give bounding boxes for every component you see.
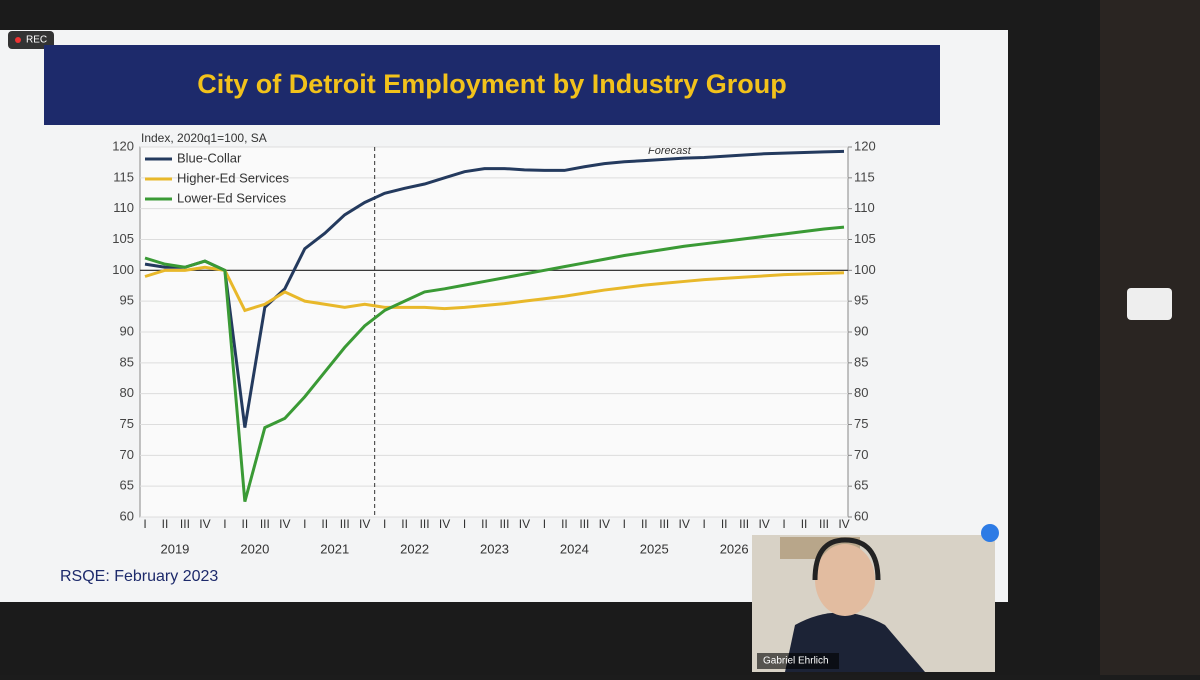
- x-tick-label: IV: [199, 517, 210, 531]
- y2-tick-label: 80: [854, 385, 868, 400]
- y2-tick-label: 95: [854, 293, 868, 308]
- x-tick-label: II: [721, 517, 728, 531]
- y2-tick-label: 60: [854, 508, 868, 523]
- rec-badge[interactable]: [8, 31, 54, 49]
- year-label: 2024: [560, 541, 589, 556]
- x-tick-label: III: [260, 517, 270, 531]
- x-tick-label: I: [383, 517, 386, 531]
- x-tick-label: II: [561, 517, 568, 531]
- year-label: 2020: [240, 541, 269, 556]
- x-tick-label: III: [340, 517, 350, 531]
- y-tick-label: 85: [120, 354, 134, 369]
- x-tick-label: II: [641, 517, 648, 531]
- series-line: [144, 265, 845, 313]
- x-tick-label: III: [819, 517, 829, 531]
- x-tick-label: IV: [758, 517, 769, 531]
- year-label: 2025: [640, 541, 669, 556]
- rec-label: REC: [26, 35, 47, 46]
- y-tick-label: 90: [120, 323, 134, 338]
- y2-tick-label: 70: [854, 447, 868, 462]
- speaker-head: [815, 544, 875, 616]
- y-tick-label: 65: [120, 478, 134, 493]
- series-line: [144, 225, 845, 502]
- year-label: 2026: [720, 541, 749, 556]
- y2-tick-label: 110: [854, 200, 875, 215]
- x-tick-label: IV: [359, 517, 370, 531]
- rec-dot: [15, 37, 21, 43]
- source: RSQE: February 2023: [60, 568, 218, 585]
- x-tick-label: I: [623, 517, 626, 531]
- legend-label: Blue-Collar: [177, 150, 242, 165]
- y-tick-label: 115: [113, 169, 134, 184]
- y-tick-label: 75: [120, 416, 134, 431]
- year-label: 2023: [480, 541, 509, 556]
- x-tick-label: I: [143, 517, 146, 531]
- x-tick-label: II: [242, 517, 249, 531]
- x-tick-label: III: [180, 517, 190, 531]
- x-tick-label: I: [782, 517, 785, 531]
- x-tick-label: I: [703, 517, 706, 531]
- y-tick-label: 100: [112, 262, 134, 277]
- chart-title: City of Detroit Employment by Industry G…: [197, 69, 787, 99]
- y2-tick-label: 115: [854, 169, 875, 184]
- y-tick-label: 95: [120, 293, 134, 308]
- x-tick-label: I: [463, 517, 466, 531]
- y2-tick-label: 105: [854, 231, 876, 246]
- y-tick-label: 105: [112, 231, 134, 246]
- participant-name: Gabriel Ehrlich: [763, 656, 829, 667]
- forecast-label: Forecast: [648, 145, 692, 157]
- y-axis-label: Index, 2020q1=100, SA: [141, 131, 267, 145]
- year-label: 2022: [400, 541, 429, 556]
- y-tick-label: 80: [120, 385, 134, 400]
- x-tick-label: IV: [439, 517, 450, 531]
- x-tick-label: I: [303, 517, 306, 531]
- y2-tick-label: 75: [854, 416, 868, 431]
- legend-label: Lower-Ed Services: [177, 190, 287, 205]
- y-tick-label: 70: [120, 447, 134, 462]
- x-tick-label: IV: [279, 517, 290, 531]
- name-badge: [757, 653, 839, 669]
- cable-plug: [1127, 288, 1172, 320]
- y2-tick-label: 85: [854, 354, 868, 369]
- x-tick-label: II: [801, 517, 808, 531]
- x-tick-label: III: [739, 517, 749, 531]
- y2-tick-label: 90: [854, 323, 868, 338]
- x-tick-label: III: [499, 517, 509, 531]
- year-label: 2021: [320, 541, 349, 556]
- x-tick-label: IV: [599, 517, 610, 531]
- chart: 60 65 70 75 80 85 90 95 100 105 110 115 120 60 65 70 75 8…: [112, 138, 875, 556]
- x-tick-label: III: [420, 517, 430, 531]
- x-tick-label: I: [543, 517, 546, 531]
- x-tick-label: II: [321, 517, 328, 531]
- y-tick-label: 120: [112, 138, 134, 153]
- x-tick-label: II: [481, 517, 488, 531]
- x-tick-label: III: [579, 517, 589, 531]
- x-tick-label: IV: [519, 517, 530, 531]
- y2-tick-label: 65: [854, 478, 868, 493]
- x-tick-label: IV: [838, 517, 849, 531]
- tile-menu[interactable]: [981, 524, 999, 542]
- y2-tick-label: 100: [854, 262, 876, 277]
- x-tick-label: II: [162, 517, 169, 531]
- x-tick-label: III: [659, 517, 669, 531]
- legend-label: Higher-Ed Services: [177, 170, 289, 185]
- desk: [1100, 0, 1200, 675]
- year-label: 2019: [160, 541, 189, 556]
- y-tick-label: 110: [113, 200, 134, 215]
- series-line: [144, 149, 845, 428]
- title-banner: [44, 45, 940, 125]
- x-tick-label: IV: [679, 517, 690, 531]
- x-tick-label: II: [401, 517, 408, 531]
- y-tick-label: 60: [120, 508, 134, 523]
- y2-tick-label: 120: [854, 138, 876, 153]
- x-tick-label: I: [223, 517, 226, 531]
- headset: [812, 537, 881, 581]
